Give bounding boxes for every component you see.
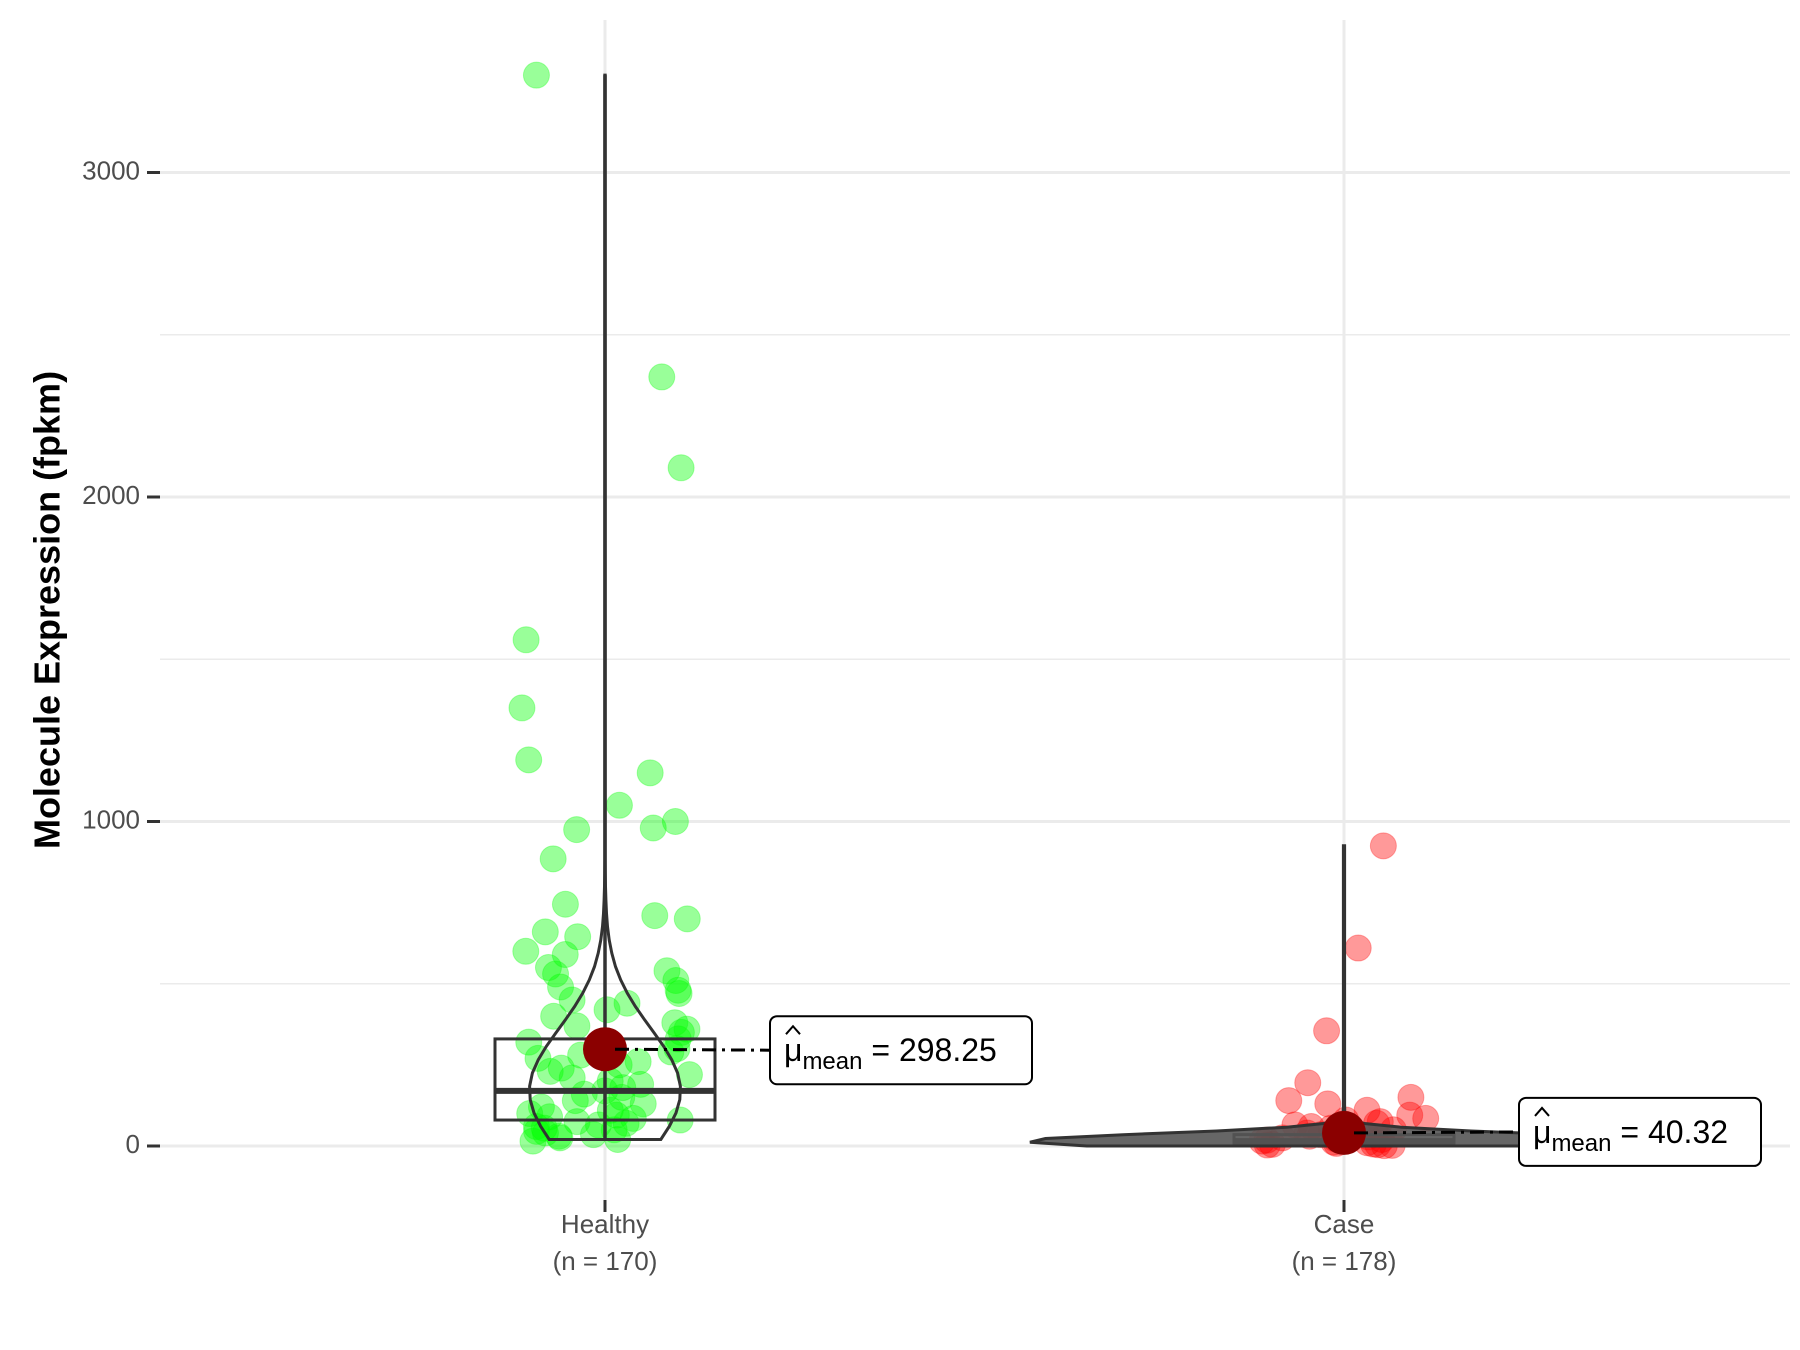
x-tick-label: Case — [1314, 1209, 1375, 1239]
mean-symbol: μ — [1533, 1114, 1551, 1150]
x-tick-n-label: (n = 178) — [1292, 1246, 1397, 1276]
data-point — [561, 1087, 589, 1115]
data-point — [531, 918, 559, 946]
mean-connector — [1353, 1130, 1520, 1135]
mean-subscript: mean — [1551, 1130, 1611, 1157]
data-point — [593, 996, 621, 1024]
data-point — [1275, 1087, 1303, 1115]
mean-hat-icon — [1534, 1106, 1550, 1117]
x-axis: Healthy (n = 170) Case (n = 178) — [553, 1200, 1397, 1276]
data-point — [661, 808, 689, 835]
points — [508, 61, 703, 1155]
data-point — [1294, 1069, 1322, 1097]
data-point — [547, 1054, 575, 1082]
data-point — [665, 979, 693, 1007]
data-point — [667, 454, 695, 482]
data-point — [515, 1028, 543, 1056]
data-point — [673, 905, 701, 933]
data-point — [664, 976, 692, 1004]
data-point — [542, 960, 570, 988]
data-point — [641, 902, 669, 930]
mean-equals: = — [1611, 1114, 1647, 1150]
data-point — [546, 1124, 574, 1152]
group-healthy: μmean = 298.25 — [493, 61, 1033, 1155]
mean-label: μmean = 40.32 — [1533, 1114, 1728, 1157]
data-point — [624, 1048, 652, 1076]
group-case: μmean = 40.32 — [1029, 832, 1762, 1167]
y-tick-label: 1000 — [82, 804, 140, 834]
data-point — [1313, 1017, 1341, 1045]
mean-point — [1322, 1110, 1366, 1155]
mean-connector — [614, 1047, 771, 1052]
data-point — [519, 1127, 547, 1155]
data-point — [648, 363, 676, 391]
data-point — [563, 816, 591, 844]
y-axis: 0 1000 2000 3000 — [82, 155, 160, 1159]
data-point — [563, 1108, 591, 1136]
y-axis-title: Molecule Expression (fpkm) — [27, 371, 68, 849]
data-point — [512, 626, 540, 654]
y-tick-label: 0 — [126, 1129, 140, 1159]
data-point — [661, 1009, 689, 1037]
data-point — [579, 1121, 607, 1149]
data-point — [508, 694, 536, 722]
data-point — [612, 1109, 640, 1137]
mean-value: 298.25 — [899, 1032, 997, 1068]
data-point — [534, 954, 562, 982]
x-tick-n-label: (n = 170) — [553, 1246, 658, 1276]
mean-point — [583, 1027, 627, 1072]
data-point — [551, 941, 579, 969]
mean-label-box — [769, 1015, 1033, 1086]
data-point — [600, 1116, 628, 1144]
data-point — [673, 1015, 701, 1043]
data-point — [1397, 1083, 1425, 1111]
x-tick-label: Healthy — [561, 1209, 649, 1239]
data-point — [639, 814, 667, 842]
data-point — [547, 973, 575, 1001]
mean-equals: = — [862, 1032, 898, 1068]
data-point — [619, 1104, 647, 1132]
data-point — [512, 937, 540, 965]
mean-symbol: μ — [784, 1032, 802, 1068]
y-tick-label: 2000 — [82, 480, 140, 510]
data-point — [570, 1080, 598, 1108]
data-point — [605, 791, 633, 819]
data-point — [1314, 1090, 1342, 1118]
data-point — [653, 957, 681, 985]
data-point — [551, 890, 579, 918]
data-point — [522, 61, 550, 89]
data-point — [536, 1057, 564, 1085]
data-point — [1369, 832, 1397, 860]
mean-hat-icon — [785, 1024, 801, 1035]
data-point — [564, 923, 592, 951]
y-tick-label: 3000 — [82, 155, 140, 185]
mean-label-box — [1518, 1096, 1762, 1167]
mean-value: 40.32 — [1648, 1114, 1728, 1150]
mean-subscript: mean — [802, 1048, 862, 1075]
data-point — [1344, 934, 1372, 962]
mean-label: μmean = 298.25 — [784, 1032, 997, 1075]
data-point — [609, 1074, 637, 1102]
data-point — [558, 986, 586, 1014]
data-point — [662, 967, 690, 995]
data-point — [539, 845, 567, 873]
data-point — [515, 746, 543, 774]
data-point — [636, 759, 664, 787]
